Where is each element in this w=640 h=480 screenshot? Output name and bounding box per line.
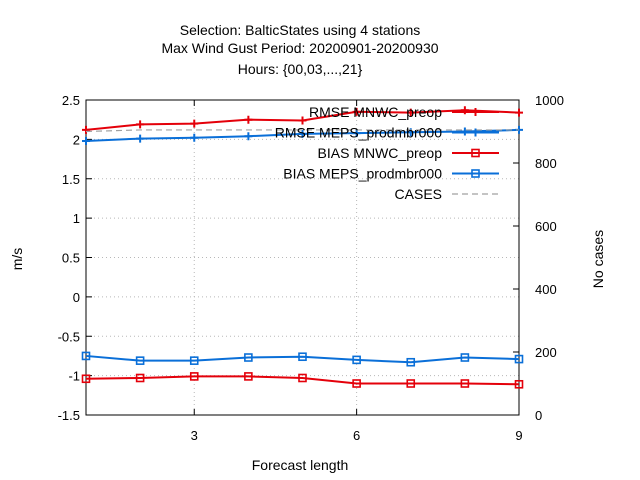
data-point (298, 373, 307, 383)
series-line (85, 129, 519, 133)
data-point (244, 353, 253, 362)
legend-item: BIAS MEPS_prodmbr000 (283, 166, 499, 182)
y2-tick-label: 400 (535, 282, 557, 297)
data-point (82, 136, 90, 145)
y-tick-label: 2.5 (62, 93, 80, 108)
data-point (189, 372, 199, 381)
y-tick-label: -1 (68, 369, 80, 384)
series-cases (85, 129, 519, 133)
y-tick-label: -1.5 (58, 408, 80, 423)
legend-marker (471, 169, 480, 178)
data-point (298, 352, 307, 362)
y-tick-label: 0 (73, 290, 80, 305)
y2-tick-label: 800 (535, 156, 557, 171)
data-point (515, 108, 523, 117)
legend-label: RMSE MNWC_preop (309, 104, 442, 120)
legend-label: BIAS MNWC_preop (318, 145, 443, 161)
chart-title-line-1: Selection: BalticStates using 4 stations (180, 22, 420, 38)
legend-item: RMSE MEPS_prodmbr000 (275, 125, 499, 141)
data-point (406, 379, 416, 388)
data-point (190, 119, 199, 128)
series-bias-meps-prodmbr000 (81, 351, 524, 367)
data-point (460, 379, 470, 388)
data-point (298, 116, 307, 125)
legend-marker (471, 148, 480, 158)
legend-label: CASES (395, 186, 442, 202)
y2-tick-label: 200 (535, 345, 557, 360)
data-point (81, 374, 91, 384)
legend-marker (471, 108, 480, 116)
data-point (460, 106, 469, 115)
data-point (406, 108, 415, 117)
legend-marker (471, 128, 480, 137)
data-point (514, 354, 524, 364)
y-tick-label: 1 (73, 211, 80, 226)
x-tick-label: 3 (191, 428, 198, 443)
y-axis-label: m/s (9, 248, 25, 271)
data-point (135, 356, 145, 365)
ticks: 2.5 2 1.5 1 0.5 0 -0.5 -1 -1.5 1000 800 600 400 200 0 3… (58, 93, 564, 443)
data-point (406, 357, 416, 367)
data-point (298, 129, 307, 138)
legend-item: CASES (395, 186, 499, 202)
y2-tick-label: 1000 (535, 93, 564, 108)
legend-label: BIAS MEPS_prodmbr000 (283, 166, 442, 182)
data-point (244, 132, 253, 141)
data-point (244, 115, 253, 124)
legend-item: BIAS MNWC_preop (318, 145, 499, 161)
series-bias-mnwc-preop (81, 372, 524, 389)
y-tick-label: 2 (73, 132, 80, 147)
data-point (352, 355, 361, 365)
y-tick-label: -0.5 (58, 329, 80, 344)
data-point (136, 120, 145, 129)
data-point (136, 134, 145, 143)
data-point (460, 353, 470, 362)
plot-frame (85, 99, 520, 416)
data-point (352, 107, 361, 116)
data-point (244, 372, 253, 381)
data-point (189, 356, 199, 365)
data-point (81, 351, 91, 361)
data-point (514, 379, 524, 389)
legend: RMSE MNWC_preop RMSE MEPS_prodmbr000 BIAS … (275, 104, 499, 202)
series-line (85, 375, 520, 386)
series (81, 106, 524, 389)
chart-title-line-3: Hours: {00,03,...,21} (238, 61, 363, 77)
legend-label: RMSE MEPS_prodmbr000 (275, 125, 443, 141)
series-line (85, 354, 520, 364)
data-point (82, 125, 90, 134)
legend-item: RMSE MNWC_preop (309, 104, 499, 120)
y-tick-label: 0.5 (62, 251, 80, 266)
chart-title-line-2: Max Wind Gust Period: 20200901-20200930 (161, 40, 438, 56)
data-point (135, 373, 145, 383)
data-point (190, 133, 199, 142)
x-tick-label: 6 (353, 428, 360, 443)
x-tick-label: 9 (515, 428, 522, 443)
y2-tick-label: 0 (535, 408, 542, 423)
grid (86, 100, 519, 415)
y2-tick-label: 600 (535, 219, 557, 234)
y-tick-label: 1.5 (62, 172, 80, 187)
y2-axis-label: No cases (590, 230, 606, 288)
x-axis-label: Forecast length (252, 457, 349, 473)
data-point (352, 379, 361, 388)
